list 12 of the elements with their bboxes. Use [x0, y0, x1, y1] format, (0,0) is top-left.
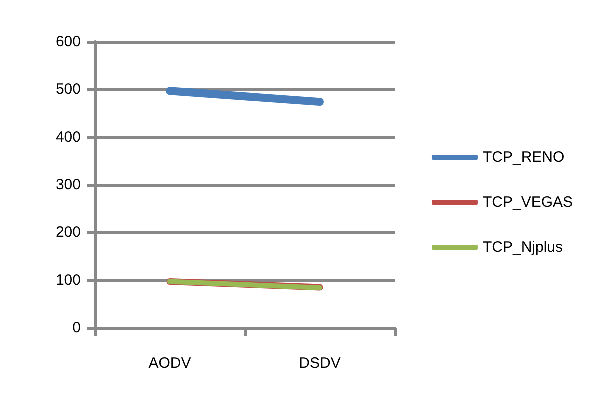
y-tick-label: 600 [56, 34, 81, 50]
legend-label: TCP_RENO [482, 149, 565, 166]
legend-label: TCP_VEGAS [482, 194, 573, 211]
y-tick-label: 500 [56, 81, 81, 98]
y-tick-label: 0 [72, 320, 81, 336]
y-tick-label: 300 [56, 176, 81, 194]
y-tick-label: 100 [56, 272, 81, 289]
x-tick-label: AODV [148, 355, 192, 372]
legend-label: TCP_Njplus [482, 239, 563, 256]
y-tick-label: 200 [56, 224, 81, 242]
x-tick-label: DSDV [299, 355, 341, 372]
y-tick-label: 400 [56, 128, 81, 146]
